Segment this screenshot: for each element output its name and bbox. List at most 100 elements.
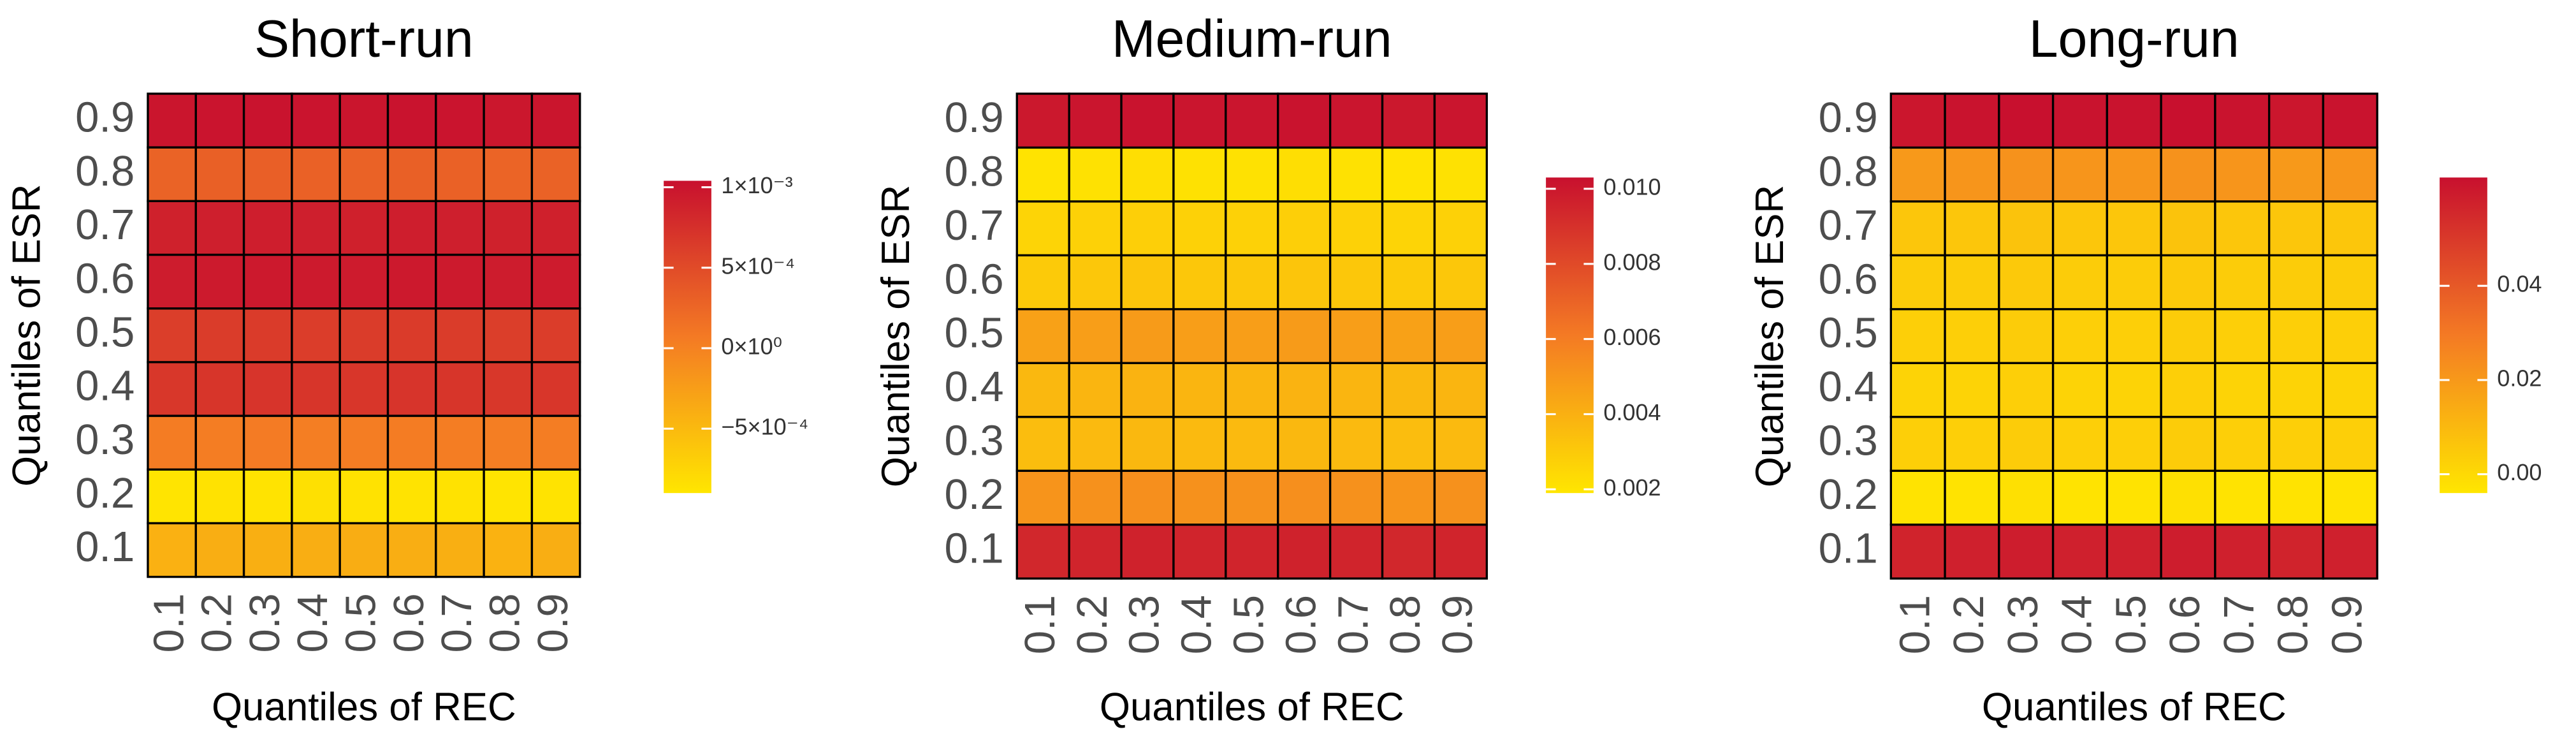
heatmap-cell — [1068, 469, 1123, 526]
x-tick-label: 0.9 — [529, 593, 577, 652]
heatmap-cell — [194, 200, 245, 256]
y-tick-label: 0.4 — [75, 362, 135, 410]
heatmap-cell — [1433, 469, 1488, 526]
x-tick-label: 0.1 — [1891, 595, 1939, 654]
heatmap-cell — [1328, 524, 1384, 580]
heatmap-cell — [483, 146, 534, 202]
heatmap-cell — [1944, 92, 2000, 149]
heatmap-cell — [530, 200, 581, 256]
y-tick-label: 0.9 — [1819, 94, 1878, 142]
colorbar-tick-label: 5×10⁻⁴ — [721, 253, 795, 279]
heatmap-cell — [2322, 469, 2378, 526]
x-tick-label: 0.2 — [193, 593, 241, 652]
heatmap-cell — [242, 307, 293, 363]
y-tick-label: 0.6 — [75, 254, 135, 302]
heatmap-cell — [2267, 362, 2325, 418]
x-tick-label: 0.1 — [145, 593, 193, 652]
heatmap-cell — [483, 468, 534, 525]
heatmap-cell — [338, 415, 389, 471]
heatmap-cell — [1277, 92, 1332, 149]
heatmap-cell — [2051, 416, 2109, 472]
heatmap-cell — [2051, 362, 2109, 418]
heatmap-cell — [1328, 416, 1384, 472]
heatmap-cell — [1277, 146, 1332, 203]
heatmap-cell — [1172, 416, 1227, 472]
heatmap-cell — [386, 200, 437, 256]
heatmap-cell — [147, 200, 197, 256]
y-tick-label: 0.3 — [945, 417, 1004, 465]
heatmap-cell — [1068, 416, 1123, 472]
heatmap-cell — [386, 415, 437, 471]
heatmap-cell — [386, 92, 437, 149]
y-tick-label: 0.6 — [1819, 255, 1878, 303]
heatmap-cell — [147, 253, 197, 310]
y-tick-label: 0.8 — [1819, 147, 1878, 195]
heatmap-cell — [2160, 416, 2216, 472]
heatmap-cell — [530, 307, 581, 363]
heatmap-cell — [386, 468, 437, 525]
x-tick-label: 0.3 — [1999, 595, 2047, 654]
heatmap-cell — [1120, 469, 1175, 526]
colorbar-tick-label: 0.006 — [1603, 324, 1661, 350]
y-tick-label: 0.2 — [945, 471, 1004, 518]
heatmap-cell — [1120, 524, 1175, 580]
heatmap-cell — [2267, 469, 2325, 526]
heatmap-cell — [194, 92, 245, 149]
heatmap-cell — [2051, 200, 2109, 257]
chart-title: Medium-run — [1112, 10, 1392, 68]
heatmap-cell — [1889, 92, 1946, 149]
heatmap-cell — [483, 253, 534, 310]
heatmap-cell — [2106, 362, 2162, 418]
heatmap-cell — [194, 361, 245, 417]
x-tick-label: 0.4 — [289, 593, 337, 652]
heatmap-cell — [1944, 524, 2000, 580]
heatmap-cell — [1998, 308, 2055, 364]
x-tick-label: 0.7 — [2215, 595, 2263, 654]
x-tick-label: 0.3 — [1121, 595, 1168, 654]
heatmap-cell — [2267, 308, 2325, 364]
heatmap-cell — [2322, 416, 2378, 472]
heatmap-cell — [1068, 92, 1123, 149]
heatmap-cell — [147, 307, 197, 363]
heatmap-cell — [1328, 200, 1384, 257]
heatmap-cell — [1068, 146, 1123, 203]
x-tick-label: 0.9 — [2323, 595, 2371, 654]
heatmap-cell — [1998, 254, 2055, 311]
heatmap-cell — [1381, 146, 1436, 203]
heatmap-cell — [2322, 200, 2378, 257]
y-tick-label: 0.7 — [945, 202, 1004, 249]
heatmap-cell — [2106, 146, 2162, 203]
heatmap-cell — [194, 522, 245, 578]
heatmap-cell — [1998, 146, 2055, 203]
colorbar — [1546, 177, 1594, 494]
heatmap-cell — [1068, 362, 1123, 418]
heatmap-cell — [1433, 254, 1488, 311]
heatmap-cell — [1889, 362, 1946, 418]
heatmap-cell — [1015, 146, 1070, 203]
y-tick-label: 0.5 — [945, 309, 1004, 357]
heatmap-cell — [1998, 524, 2055, 580]
heatmap-cell — [1328, 362, 1384, 418]
heatmap-cell — [2160, 362, 2216, 418]
heatmap-cell — [1172, 254, 1227, 311]
heatmap-cell — [1381, 362, 1436, 418]
heatmap-cell — [1944, 308, 2000, 364]
heatmap-cell — [1225, 92, 1279, 149]
y-tick-label: 0.5 — [1819, 309, 1878, 357]
heatmap-cell — [1889, 469, 1946, 526]
heatmap-cell — [2160, 254, 2216, 311]
heatmap-cell — [1225, 469, 1279, 526]
heatmap-cell — [2214, 469, 2271, 526]
heatmap-cell — [2160, 200, 2216, 257]
heatmap-cell — [1381, 524, 1436, 580]
y-axis-title: Quantiles of ESR — [1748, 185, 1792, 487]
heatmap-cell — [1381, 92, 1436, 149]
y-tick-label: 0.7 — [1819, 202, 1878, 249]
heatmap-cell — [1998, 92, 2055, 149]
y-tick-label: 0.1 — [1819, 525, 1878, 573]
heatmap-cell — [194, 253, 245, 310]
x-tick-label: 0.8 — [2269, 595, 2317, 654]
heatmap-cell — [1068, 308, 1123, 364]
